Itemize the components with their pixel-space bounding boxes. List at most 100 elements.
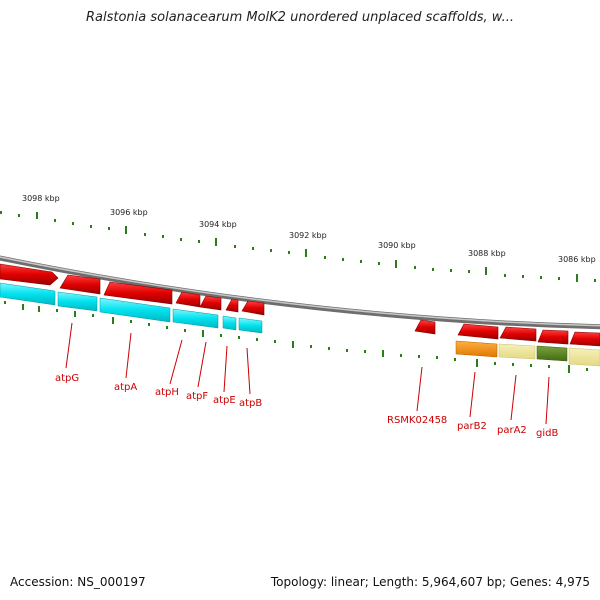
ruler-label: 3090 kbp xyxy=(378,241,416,250)
leader-line xyxy=(469,371,476,418)
ruler-dot xyxy=(144,233,146,236)
ruler-dot xyxy=(346,349,348,352)
ruler-dot xyxy=(72,222,74,225)
gene-feature[interactable] xyxy=(537,329,569,345)
ruler-dot xyxy=(252,247,254,250)
cog-feature[interactable] xyxy=(568,347,600,367)
ruler-dot xyxy=(342,258,344,261)
gene-feature[interactable] xyxy=(241,300,265,316)
ruler-dot xyxy=(378,262,380,265)
ruler-dot xyxy=(432,268,434,271)
ruler-dot xyxy=(494,362,496,365)
gene-track-inner xyxy=(0,282,600,367)
ruler-dot xyxy=(256,338,258,341)
gene-feature[interactable] xyxy=(225,298,239,313)
ruler-dot xyxy=(530,364,532,367)
ruler-dot xyxy=(594,279,596,282)
map-title: Ralstonia solanacearum MolK2 unordered u… xyxy=(85,10,514,25)
ruler-major-tick xyxy=(125,226,127,234)
gene-feature[interactable] xyxy=(0,263,59,286)
ruler-major-tick xyxy=(36,212,38,219)
ruler-label: 3096 kbp xyxy=(110,208,148,217)
ruler-dot xyxy=(468,270,470,273)
ruler-dot xyxy=(454,358,456,361)
ruler-dot xyxy=(166,326,168,329)
genome-backbone-highlight xyxy=(0,256,600,327)
ruler-dot xyxy=(436,356,438,359)
gene-feature[interactable] xyxy=(499,326,537,342)
gene-feature[interactable] xyxy=(569,331,600,347)
ruler-dot xyxy=(522,275,524,278)
ruler-dot xyxy=(288,251,290,254)
cog-feature[interactable] xyxy=(57,291,98,312)
gene-feature[interactable] xyxy=(199,295,222,311)
cog-feature[interactable] xyxy=(536,345,568,362)
gene-feature[interactable] xyxy=(414,319,436,335)
ruler-label: 3088 kbp xyxy=(468,249,506,258)
cog-feature[interactable] xyxy=(99,297,171,323)
ruler-major-tick xyxy=(568,365,570,373)
gene-feature[interactable] xyxy=(175,291,201,308)
gene-feature[interactable] xyxy=(59,274,101,295)
upper-ruler xyxy=(0,211,596,282)
ruler-dot xyxy=(130,320,132,323)
leader-line xyxy=(416,366,423,412)
cog-feature[interactable] xyxy=(172,308,219,329)
ruler-dot xyxy=(198,240,200,243)
ruler-dot xyxy=(504,274,506,277)
gene-label[interactable]: atpE xyxy=(213,395,236,406)
leader-line xyxy=(197,341,207,388)
ruler-major-tick xyxy=(576,274,578,282)
ruler-dot xyxy=(274,340,276,343)
gene-label[interactable]: RSMK02458 xyxy=(387,415,447,426)
ruler-major-tick xyxy=(305,249,307,257)
lower-ruler xyxy=(4,301,588,373)
ruler-dot xyxy=(0,211,2,214)
gene-feature[interactable] xyxy=(103,281,173,305)
cog-feature[interactable] xyxy=(222,315,237,331)
ruler-major-tick xyxy=(22,304,24,310)
ruler-label: 3086 kbp xyxy=(558,255,596,264)
gene-label[interactable]: atpB xyxy=(239,398,262,409)
ruler-dot xyxy=(558,277,560,280)
ruler-dot xyxy=(400,354,402,357)
ruler-major-tick xyxy=(215,238,217,246)
ruler-dot xyxy=(512,363,514,366)
ruler-major-tick xyxy=(382,350,384,357)
ruler-dot xyxy=(92,314,94,317)
ruler-major-tick xyxy=(292,341,294,348)
cog-feature[interactable] xyxy=(0,282,56,306)
cog-feature[interactable] xyxy=(498,343,536,360)
gene-label[interactable]: atpH xyxy=(155,387,179,398)
cog-feature[interactable] xyxy=(455,340,498,358)
ruler-major-tick xyxy=(485,267,487,275)
ruler-dot xyxy=(148,323,150,326)
ruler-dot xyxy=(108,227,110,230)
ruler-dot xyxy=(324,256,326,259)
gene-label[interactable]: gidB xyxy=(536,428,558,439)
gene-label[interactable]: atpG xyxy=(55,373,79,384)
ruler-dot xyxy=(450,269,452,272)
ruler-dot xyxy=(364,350,366,353)
ruler-major-tick xyxy=(74,311,76,317)
gene-feature[interactable] xyxy=(457,323,499,340)
cog-feature[interactable] xyxy=(238,317,263,334)
leader-line xyxy=(65,322,73,369)
leader-line xyxy=(169,339,183,385)
gene-label[interactable]: parA2 xyxy=(497,425,527,436)
gene-label[interactable]: atpA xyxy=(114,382,137,393)
accession-label: Accession: NS_000197 xyxy=(10,575,146,589)
ruler-dot xyxy=(418,355,420,358)
ruler-dot xyxy=(238,336,240,339)
ruler-dot xyxy=(162,235,164,238)
ruler-dot xyxy=(310,345,312,348)
gene-label[interactable]: atpF xyxy=(186,391,208,402)
ruler-dot xyxy=(18,214,20,217)
ruler-dot xyxy=(548,365,550,368)
gene-label[interactable]: parB2 xyxy=(457,421,487,432)
label-leaders xyxy=(65,322,550,425)
ruler-dot xyxy=(54,219,56,222)
ruler-dot xyxy=(4,301,6,304)
ruler-major-tick xyxy=(38,306,40,312)
